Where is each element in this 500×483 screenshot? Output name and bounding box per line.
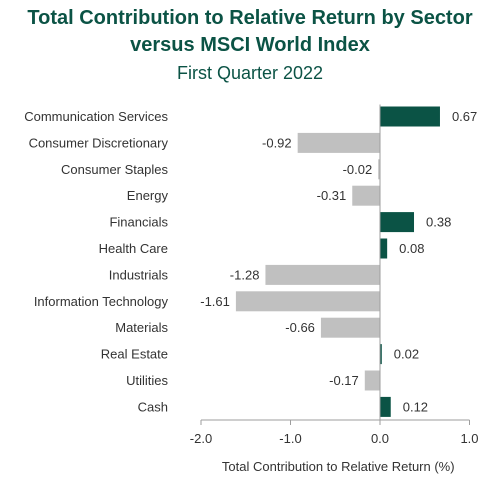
value-label-industrials: -1.28 xyxy=(230,267,260,282)
category-label-consumer-discretionary: Consumer Discretionary xyxy=(29,135,169,150)
category-label-industrials: Industrials xyxy=(109,267,169,282)
bar-health-care xyxy=(380,238,388,259)
bar-cash xyxy=(380,396,391,417)
bar-utilities xyxy=(364,370,380,391)
chart-subtitle: First Quarter 2022 xyxy=(176,63,324,83)
bar-materials xyxy=(320,317,380,338)
bar-financials xyxy=(380,212,415,233)
bars-group xyxy=(235,104,440,420)
category-label-energy: Energy xyxy=(127,188,169,203)
bar-consumer-staples xyxy=(378,159,380,180)
bar-industrials xyxy=(265,264,380,285)
x-ticks-group: -2.0 -1.0 0.0 1.0 xyxy=(190,420,479,446)
value-label-energy: -0.31 xyxy=(317,188,347,203)
category-label-information-technology: Information Technology xyxy=(34,294,169,309)
value-label-real-estate: 0.02 xyxy=(394,347,419,362)
value-label-financials: 0.38 xyxy=(426,215,451,230)
category-label-communication-services: Communication Services xyxy=(24,109,168,124)
value-label-information-technology: -1.61 xyxy=(200,294,230,309)
bar-information-technology xyxy=(235,291,380,312)
value-label-cash: 0.12 xyxy=(403,399,428,414)
value-label-consumer-discretionary: -0.92 xyxy=(262,135,292,150)
category-label-materials: Materials xyxy=(115,320,168,335)
x-tick-label: -1.0 xyxy=(279,431,301,446)
category-label-financials: Financials xyxy=(109,215,168,230)
x-axis-label: Total Contribution to Relative Return (%… xyxy=(222,459,455,474)
x-tick-label: -2.0 xyxy=(190,431,212,446)
category-label-consumer-staples: Consumer Staples xyxy=(61,162,168,177)
category-label-health-care: Health Care xyxy=(99,241,168,256)
x-tick-label: 0.0 xyxy=(371,431,389,446)
value-label-health-care: 0.08 xyxy=(399,241,424,256)
value-label-materials: -0.66 xyxy=(285,320,315,335)
bar-energy xyxy=(352,185,380,206)
category-label-real-estate: Real Estate xyxy=(101,347,168,362)
chart-title-line-2: versus MSCI World Index xyxy=(130,34,370,56)
category-label-cash: Cash xyxy=(138,399,168,414)
bar-consumer-discretionary xyxy=(297,132,380,153)
bar-communication-services xyxy=(380,106,440,127)
value-label-consumer-staples: -0.02 xyxy=(343,162,373,177)
value-label-communication-services: 0.67 xyxy=(452,109,477,124)
x-tick-label: 1.0 xyxy=(460,431,478,446)
chart-title-line-1: Total Contribution to Relative Return by… xyxy=(27,7,473,29)
category-label-utilities: Utilities xyxy=(126,373,168,388)
value-label-utilities: -0.17 xyxy=(329,373,359,388)
bar-real-estate xyxy=(380,344,382,365)
labels-group: Communication Services 0.67 Consumer Discr… xyxy=(24,109,477,414)
